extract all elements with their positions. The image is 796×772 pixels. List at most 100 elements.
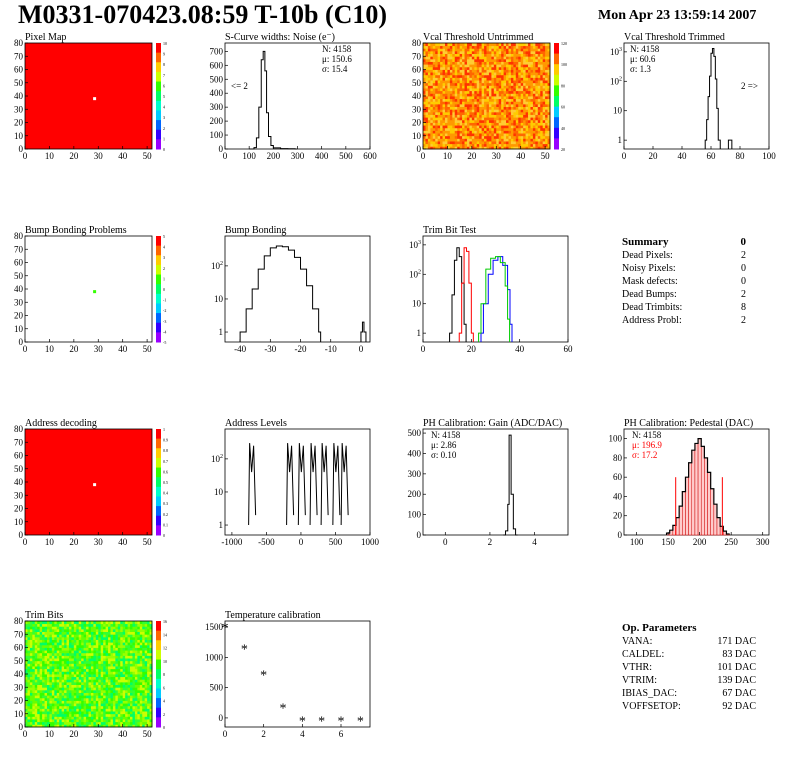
- heatmap-cell: [432, 48, 436, 52]
- heatmap-cell: [88, 681, 92, 685]
- heatmap-cell: [139, 642, 143, 646]
- heatmap-cell: [137, 636, 141, 640]
- temperature-chart: Temperature calibration***** * * *0 2 4 605001…: [205, 610, 371, 739]
- overflow-note: 2 =>: [741, 81, 758, 91]
- heatmap-cell: [66, 652, 70, 656]
- heatmap-cell: [137, 663, 141, 667]
- heatmap-cell: [462, 50, 465, 54]
- heatmap-cell: [449, 69, 453, 73]
- heatmap-cell: [537, 141, 541, 145]
- heatmap-cell: [120, 679, 124, 683]
- heatmap-cell: [90, 642, 94, 646]
- heatmap-cell: [25, 668, 28, 672]
- heatmap-cell: [149, 695, 153, 699]
- heatmap-cell: [498, 48, 502, 52]
- heatmap-cell: [42, 663, 45, 667]
- heatmap-cell: [66, 666, 70, 670]
- heatmap-cell: [513, 77, 517, 81]
- heatmap-cell: [508, 103, 512, 107]
- heatmap-cell: [545, 98, 548, 102]
- heatmap-cell: [110, 695, 114, 699]
- heatmap-cell: [37, 660, 41, 664]
- heatmap-cell: [523, 106, 526, 110]
- heatmap-cell: [435, 146, 439, 150]
- heatmap-cell: [503, 146, 507, 150]
- heatmap-cell: [95, 703, 99, 707]
- heatmap-cell: [449, 109, 453, 113]
- heatmap-cell: [525, 69, 529, 73]
- y-tick-label: 30: [412, 104, 422, 114]
- heatmap-cell: [147, 692, 150, 696]
- heatmap-cell: [147, 713, 150, 717]
- heatmap-cell: [134, 644, 138, 648]
- heatmap-cell: [112, 671, 116, 675]
- heatmap-cell: [108, 642, 111, 646]
- heatmap-cell: [73, 639, 77, 643]
- heatmap-cell: [535, 141, 539, 145]
- heatmap-cell: [100, 697, 104, 701]
- heatmap-cell: [27, 628, 31, 632]
- heatmap-cell: [506, 80, 509, 84]
- heatmap-cell: [464, 130, 468, 134]
- heatmap-cell: [425, 138, 429, 142]
- heatmap-cell: [32, 684, 36, 688]
- heatmap-cell: [474, 58, 478, 62]
- heatmap-cell: [449, 125, 453, 129]
- heatmap-cell: [73, 623, 77, 627]
- heatmap-cell: [535, 43, 539, 47]
- heatmap-cell: [122, 663, 126, 667]
- heatmap-cell: [125, 705, 128, 709]
- heatmap-cell: [139, 684, 143, 688]
- heatmap-cell: [32, 679, 36, 683]
- heatmap-cell: [535, 117, 539, 121]
- heatmap-cell: [27, 658, 31, 662]
- heatmap-cell: [112, 681, 116, 685]
- heatmap-cell: [98, 679, 102, 683]
- heatmap-cell: [71, 708, 75, 712]
- heatmap-cell: [86, 724, 89, 728]
- heatmap-cell: [535, 69, 539, 73]
- heatmap-cell: [34, 658, 38, 662]
- heatmap-cell: [100, 663, 104, 667]
- heatmap-cell: [137, 687, 141, 691]
- heatmap-cell: [540, 43, 544, 47]
- heatmap-cell: [37, 703, 41, 707]
- heatmap-cell: [59, 692, 63, 696]
- heatmap-cell: [44, 671, 48, 675]
- heatmap-cell: [132, 716, 136, 720]
- heatmap-cell: [56, 676, 60, 680]
- heatmap-cell: [32, 650, 36, 654]
- heatmap-cell: [469, 138, 473, 142]
- heatmap-cell: [108, 650, 111, 654]
- heatmap-cell: [81, 639, 85, 643]
- heatmap-cell: [449, 111, 453, 115]
- heatmap-cell: [68, 721, 72, 725]
- heatmap-cell: [479, 66, 483, 70]
- heatmap-cell: [139, 711, 143, 715]
- heatmap-cell: [528, 103, 531, 107]
- heatmap-cell: [491, 135, 495, 139]
- heatmap-cell: [474, 74, 478, 78]
- heatmap-cell: [508, 50, 512, 54]
- heatmap-cell: [488, 111, 492, 115]
- heatmap-cell: [59, 695, 63, 699]
- chart-title: Address decoding: [25, 418, 97, 429]
- heatmap-cell: [528, 125, 531, 129]
- heatmap-cell: [127, 703, 131, 707]
- heatmap-cell: [93, 711, 97, 715]
- heatmap-cell: [42, 631, 45, 635]
- heatmap-cell: [484, 74, 487, 78]
- heatmap-cell: [122, 684, 126, 688]
- heatmap-cell: [510, 98, 514, 102]
- heatmap-cell: [110, 724, 114, 728]
- heatmap-cell: [440, 143, 443, 147]
- heatmap-cell: [29, 634, 33, 638]
- heatmap-cell: [523, 127, 526, 131]
- x-tick-label: 0: [23, 537, 28, 547]
- x-tick-label: 30: [94, 344, 104, 354]
- heatmap-cell: [44, 621, 48, 625]
- heatmap-cell: [68, 644, 72, 648]
- heatmap-cell: [37, 692, 41, 696]
- heatmap-cell: [93, 631, 97, 635]
